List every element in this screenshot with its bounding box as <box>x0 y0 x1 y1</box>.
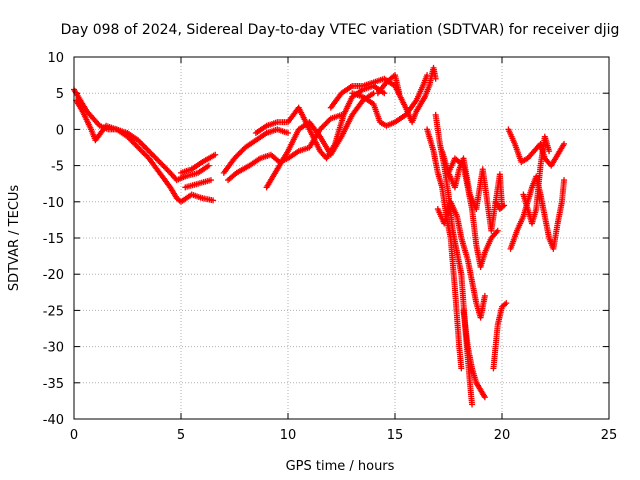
y-tick-label: -35 <box>43 377 64 392</box>
data-point <box>432 75 439 82</box>
plot-frame <box>73 56 610 420</box>
series-arc-drop-c <box>434 198 488 321</box>
series-arc-7-9 <box>220 126 291 176</box>
data-point <box>424 72 431 79</box>
y-tick-label: 5 <box>56 87 64 102</box>
series-arc-drop-a <box>424 126 465 372</box>
series-arc-late-d <box>520 133 553 227</box>
data-point <box>212 151 219 158</box>
y-tick-label: -25 <box>43 304 64 319</box>
series-scattered <box>439 148 505 234</box>
y-tick-label: -40 <box>43 413 64 428</box>
data-point <box>499 202 505 209</box>
x-tick-label: 0 <box>70 428 78 443</box>
x-tick-label: 25 <box>601 428 618 443</box>
y-axis-label: SDTVAR / TECUs <box>7 185 22 292</box>
data-point <box>546 148 553 155</box>
series-arc-early-b <box>73 97 217 205</box>
series-arc-late-c <box>507 173 568 252</box>
x-tick-label: 10 <box>280 428 297 443</box>
x-axis-label: GPS time / hours <box>286 459 395 474</box>
series-arc-9-11 <box>263 90 377 191</box>
series-arc-mid-b <box>182 177 214 191</box>
data-point <box>205 162 212 169</box>
data-point <box>210 197 217 204</box>
x-tick-label: 15 <box>387 428 404 443</box>
series-arc-mid-a <box>178 151 219 176</box>
data-points <box>71 64 568 408</box>
series-arc-13-16 <box>349 72 431 129</box>
y-tick-label: -10 <box>43 196 64 211</box>
chart-title: Day 098 of 2024, Sidereal Day-to-day VTE… <box>61 22 620 38</box>
series-arc-drop-e <box>460 307 488 401</box>
y-tick-labels: 10 5 0 -5 -10 -15 -20 -25 -30 -35 -40 <box>43 51 64 428</box>
data-point <box>458 365 465 372</box>
series-arc-drop-d <box>445 155 501 270</box>
data-point <box>207 177 214 184</box>
y-tick-label: -5 <box>51 160 64 175</box>
y-tick-label: -30 <box>43 341 64 356</box>
data-point <box>396 90 403 97</box>
y-tick-label: 0 <box>56 123 64 138</box>
data-point <box>494 227 501 234</box>
y-tick-label: -15 <box>43 232 64 247</box>
series-arc-late-b <box>505 126 568 169</box>
data-point <box>561 140 568 147</box>
data-point <box>481 292 488 299</box>
y-tick-label: -20 <box>43 268 64 283</box>
x-tick-label: 20 <box>494 428 511 443</box>
y-tick-label: 10 <box>47 51 64 66</box>
series-arc-12-15 <box>327 64 439 126</box>
data-point <box>481 394 488 401</box>
x-tick-label: 5 <box>177 428 185 443</box>
data-point <box>381 90 388 97</box>
grid <box>73 56 610 420</box>
data-point <box>285 130 291 137</box>
series-arc-drop-f <box>490 300 510 372</box>
series-arc-14-15 <box>374 72 403 97</box>
data-point <box>503 300 510 307</box>
data-point <box>561 177 568 184</box>
x-tick-labels: 0 5 10 15 20 25 <box>70 428 617 443</box>
data-point <box>469 401 476 408</box>
